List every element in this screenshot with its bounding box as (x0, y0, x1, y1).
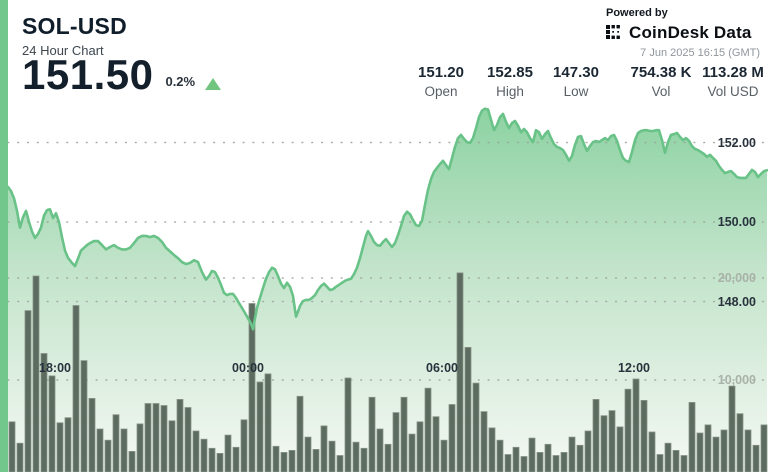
powered-by-label: Powered by (606, 7, 668, 19)
volume-axis-label: 10,000 (717, 373, 756, 387)
stat-high: 152.85 High (487, 64, 533, 99)
volume-value: 754.38 K (630, 64, 692, 81)
volume-bars (8, 272, 768, 472)
time-axis-label: 18:00 (39, 361, 71, 375)
price-axis-label: 152.00 (717, 135, 756, 150)
chart-header: SOL-USD 24 Hour Chart (22, 13, 127, 58)
data-timestamp: 7 Jun 2025 16:15 (GMT) (640, 47, 760, 59)
stat-volume: 754.38 K Vol (631, 64, 692, 99)
time-axis-label: 00:00 (232, 361, 264, 375)
last-price: 151.50 (22, 51, 154, 98)
price-row: 151.50 0.2% (22, 51, 222, 98)
price-axis-label: 148.00 (717, 294, 756, 309)
chart-subtitle: 24 Hour Chart (22, 43, 104, 58)
volume-axis-label: 20,000 (717, 271, 756, 285)
coindesk-logo-icon (606, 25, 620, 39)
dotted-gridlines (7, 141, 768, 381)
coindesk-brand-text: CoinDesk Data (629, 23, 752, 42)
high-value: 152.85 (487, 64, 533, 81)
time-axis-label: 12:00 (618, 361, 650, 375)
volume-usd-label: Vol USD (707, 84, 759, 99)
stat-open: 151.20 Open (418, 64, 464, 99)
left-accent-bar (0, 0, 8, 472)
low-label: Low (563, 84, 589, 99)
price-area-fill (8, 108, 767, 472)
price-line (6, 107, 768, 331)
stat-low: 147.30 Low (553, 64, 599, 99)
open-value: 151.20 (418, 64, 464, 81)
price-axis-label: 150.00 (717, 215, 756, 229)
open-label: Open (424, 84, 458, 99)
high-label: High (496, 84, 524, 99)
change-up-triangle-icon (205, 78, 222, 90)
low-value: 147.30 (553, 64, 599, 81)
volume-usd-value: 113.28 M (702, 64, 764, 81)
symbol-title: SOL-USD (22, 13, 127, 39)
stat-volume-usd: 113.28 M Vol USD (702, 64, 764, 99)
change-percent: 0.2% (165, 74, 196, 89)
coindesk-logo[interactable]: CoinDesk Data (606, 23, 760, 43)
time-axis-label: 06:00 (426, 361, 458, 375)
powered-by-block: Powered by CoinDesk Data 7 Jun 2025 16:1… (606, 7, 760, 59)
volume-label: Vol (651, 84, 671, 99)
